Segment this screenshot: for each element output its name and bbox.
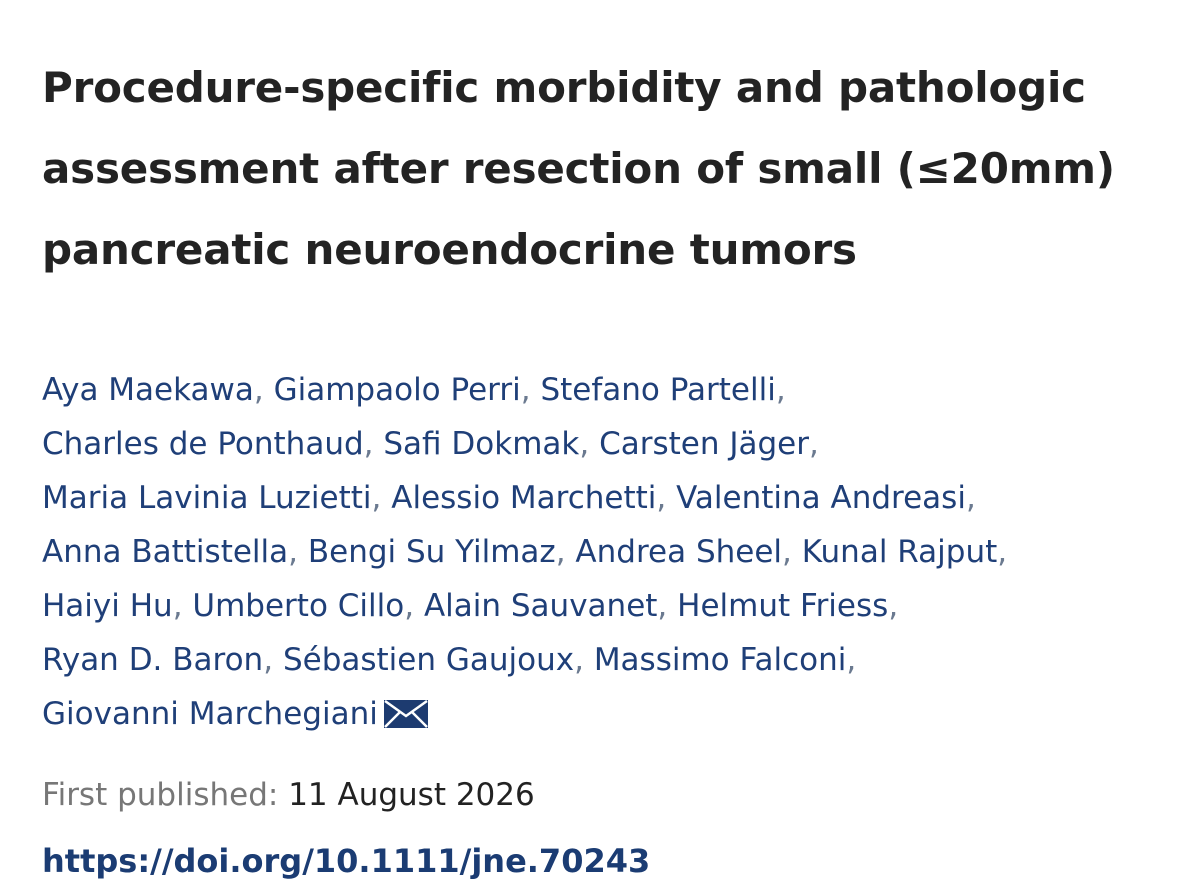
author-link[interactable]: Giovanni Marchegiani (42, 696, 378, 732)
publication-date-row: First published: 11 August 2026 (42, 775, 1172, 815)
author-link[interactable]: Kunal Rajput (801, 534, 998, 570)
author-line: Haiyi Hu, Umberto Cillo, Alain Sauvanet,… (42, 579, 1172, 633)
author-separator: , (288, 534, 298, 570)
author-link[interactable]: Charles de Ponthaud (42, 426, 364, 462)
author-separator: , (172, 588, 183, 624)
author-separator: , (520, 372, 531, 408)
title-line: pancreatic neuroendocrine tumors (42, 225, 857, 274)
doi-link[interactable]: https://doi.org/10.1111/jne.70243 (42, 842, 651, 880)
author-link[interactable]: Carsten Jäger (599, 426, 809, 462)
title-line: Procedure-specific morbidity and patholo… (42, 63, 1086, 112)
author-link[interactable]: Ryan D. Baron (42, 642, 264, 678)
article-title: Procedure-specific morbidity and patholo… (42, 0, 1172, 290)
author-separator: , (775, 372, 786, 408)
author-line: Giovanni Marchegiani (42, 687, 1172, 741)
envelope-icon[interactable] (383, 691, 428, 728)
author-link[interactable]: Maria Lavinia Luzietti (42, 480, 372, 516)
author-link[interactable]: Haiyi Hu (42, 588, 173, 624)
title-line: assessment after resection of small (≤20… (42, 144, 1115, 193)
author-link[interactable]: Andrea Sheel (575, 534, 783, 570)
author-separator: , (579, 426, 590, 462)
author-link[interactable]: Valentina Andreasi (676, 480, 966, 516)
author-separator: , (846, 642, 857, 678)
author-link[interactable]: Helmut Friess (677, 588, 889, 624)
author-separator: , (657, 588, 668, 624)
author-link[interactable]: Stefano Partelli (540, 372, 776, 408)
author-separator: , (555, 534, 566, 570)
author-link[interactable]: Alain Sauvanet (423, 588, 658, 624)
author-link[interactable]: Massimo Falconi (593, 642, 847, 678)
author-separator: , (404, 588, 415, 624)
author-line: Maria Lavinia Luzietti, Alessio Marchett… (42, 471, 1172, 525)
published-date: 11 August 2026 (288, 777, 535, 813)
author-separator: , (371, 480, 382, 516)
author-line: Ryan D. Baron, Sébastien Gaujoux, Massim… (42, 633, 1172, 687)
author-separator: , (809, 426, 819, 462)
author-separator: , (888, 588, 899, 624)
author-link[interactable]: Umberto Cillo (192, 588, 405, 624)
author-separator: , (965, 480, 976, 516)
author-separator: , (997, 534, 1008, 570)
author-link[interactable]: Sébastien Gaujoux (282, 642, 575, 678)
published-label: First published: (42, 777, 279, 813)
author-link[interactable]: Giampaolo Perri (273, 372, 521, 408)
author-separator: , (782, 534, 792, 570)
author-link[interactable]: Bengi Su Yilmaz (307, 534, 556, 570)
author-line: Charles de Ponthaud, Safi Dokmak, Carste… (42, 417, 1172, 471)
author-separator: , (656, 480, 667, 516)
author-separator: , (263, 642, 274, 678)
author-line: Anna Battistella, Bengi Su Yilmaz, Andre… (42, 525, 1172, 579)
author-list: Aya Maekawa, Giampaolo Perri, Stefano Pa… (42, 363, 1172, 741)
author-link[interactable]: Anna Battistella (42, 534, 289, 570)
author-separator: , (574, 642, 584, 678)
author-link[interactable]: Alessio Marchetti (391, 480, 657, 516)
article-header: Procedure-specific morbidity and patholo… (42, 0, 1172, 881)
author-link[interactable]: Safi Dokmak (383, 426, 580, 462)
author-separator: , (253, 372, 264, 408)
author-separator: , (363, 426, 374, 462)
author-line: Aya Maekawa, Giampaolo Perri, Stefano Pa… (42, 363, 1172, 417)
author-link[interactable]: Aya Maekawa (42, 372, 254, 408)
